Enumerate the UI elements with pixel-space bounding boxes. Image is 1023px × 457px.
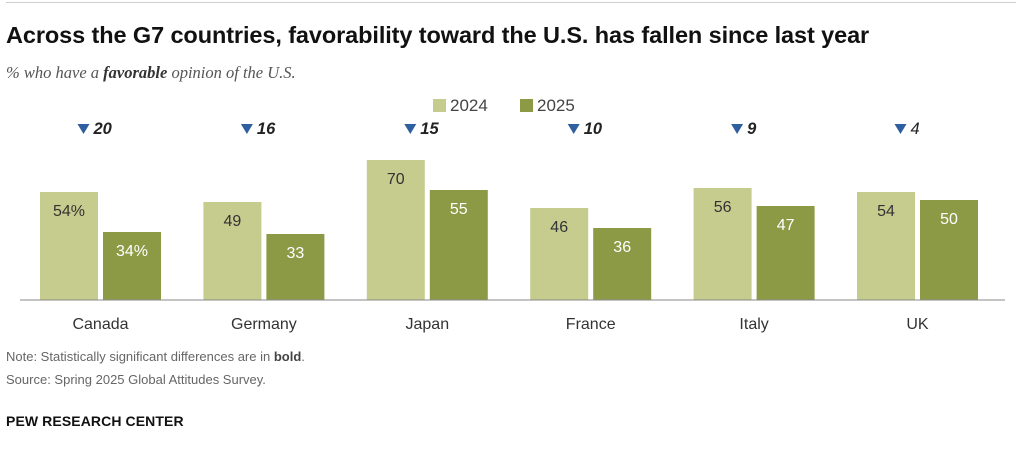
subtitle-text-pre: % who have a	[6, 63, 104, 82]
bar-2024-germany	[203, 202, 262, 300]
change-triangle-italy	[731, 124, 744, 134]
change-triangle-france	[567, 124, 580, 134]
bar-2025-germany	[266, 234, 325, 300]
bar-label-2025-italy: 47	[777, 217, 795, 234]
change-value-germany: 16	[257, 120, 276, 138]
bar-2024-italy	[693, 188, 752, 300]
legend-label-2025: 2025	[537, 96, 575, 115]
change-value-france: 10	[584, 120, 603, 138]
note-text-post: .	[301, 349, 305, 364]
bar-label-2025-uk: 50	[940, 211, 958, 228]
brand-label: PEW RESEARCH CENTER	[6, 413, 184, 429]
bar-label-2024-italy: 56	[714, 199, 732, 216]
bar-label-2024-japan: 70	[387, 171, 405, 188]
bar-2024-france	[530, 208, 589, 300]
change-value-uk: 4	[911, 120, 920, 138]
bar-label-2024-uk: 54	[877, 203, 895, 220]
category-label-germany: Germany	[231, 316, 297, 333]
subtitle-text-post: opinion of the U.S.	[167, 63, 296, 82]
bar-label-2025-france: 36	[613, 239, 631, 256]
subtitle-text-bold: favorable	[103, 63, 168, 82]
note-significance: Note: Statistically significant differen…	[6, 349, 305, 364]
chart-title: Across the G7 countries, favorability to…	[6, 22, 870, 48]
change-triangle-germany	[240, 124, 253, 134]
bar-2024-japan	[366, 160, 425, 300]
change-triangle-canada	[77, 124, 90, 134]
category-label-uk: UK	[906, 316, 929, 333]
bar-2024-uk	[857, 192, 915, 300]
bar-label-2025-japan: 55	[450, 201, 468, 218]
bar-label-2024-germany: 49	[224, 213, 242, 230]
note-text-bold: bold	[273, 349, 302, 364]
category-label-italy: Italy	[739, 316, 768, 333]
bar-label-2025-germany: 33	[287, 245, 305, 262]
bar-label-2024-canada: 54%	[53, 203, 85, 220]
category-label-canada: Canada	[72, 316, 128, 333]
bar-2025-france	[593, 228, 652, 300]
category-label-japan: Japan	[406, 316, 450, 333]
category-label-france: France	[566, 316, 616, 333]
note-source: Source: Spring 2025 Global Attitudes Sur…	[6, 372, 266, 387]
legend-swatch-2024	[433, 99, 446, 112]
bar-label-2024-france: 46	[550, 219, 568, 236]
change-triangle-japan	[404, 124, 417, 134]
chart-subtitle: % who have a favorable opinion of the U.…	[6, 63, 296, 83]
bar-label-2025-canada: 34%	[116, 243, 148, 260]
change-value-italy: 9	[747, 120, 757, 138]
legend-label-2024: 2024	[450, 96, 488, 115]
change-value-japan: 15	[420, 120, 439, 138]
bar-2025-canada	[103, 232, 161, 300]
change-triangle-uk	[894, 124, 907, 134]
bar-chart: 2024 202554%34%Canada204933Germany167055J…	[20, 96, 1005, 333]
bar-2024-canada	[40, 192, 98, 300]
note-text-pre: Note: Statistically significant differen…	[6, 349, 274, 364]
bar-2025-italy	[756, 206, 815, 300]
bar-2025-japan	[429, 190, 488, 300]
top-rule	[6, 2, 1016, 3]
legend-swatch-2025	[520, 99, 533, 112]
bar-2025-uk	[920, 200, 978, 300]
change-value-canada: 20	[93, 120, 113, 138]
